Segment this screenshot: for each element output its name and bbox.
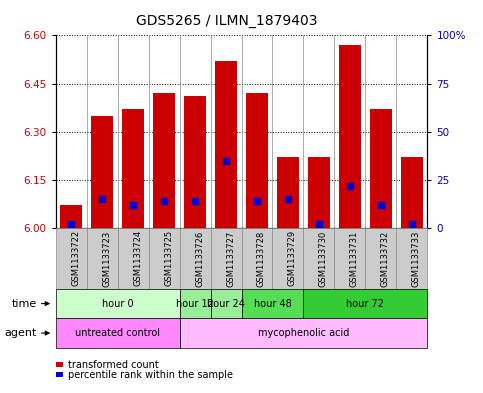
Bar xyxy=(153,93,175,228)
Text: GSM1133730: GSM1133730 xyxy=(319,230,328,286)
Text: untreated control: untreated control xyxy=(75,328,160,338)
Text: GSM1133727: GSM1133727 xyxy=(226,230,235,286)
Bar xyxy=(60,206,82,228)
Text: GSM1133724: GSM1133724 xyxy=(133,230,142,286)
Text: hour 24: hour 24 xyxy=(207,299,245,309)
Point xyxy=(98,196,106,202)
Bar xyxy=(246,93,268,228)
Point xyxy=(315,221,323,227)
Point xyxy=(129,202,137,208)
Text: GSM1133728: GSM1133728 xyxy=(257,230,266,286)
Text: GSM1133722: GSM1133722 xyxy=(71,230,80,286)
Point xyxy=(253,198,261,204)
Text: hour 0: hour 0 xyxy=(102,299,133,309)
Point xyxy=(160,198,168,204)
Text: GSM1133723: GSM1133723 xyxy=(102,230,111,286)
Text: GSM1133726: GSM1133726 xyxy=(195,230,204,286)
Bar xyxy=(215,61,237,228)
Bar xyxy=(122,109,144,228)
Point xyxy=(222,157,230,163)
Point xyxy=(191,198,199,204)
Text: GSM1133725: GSM1133725 xyxy=(164,230,173,286)
Text: time: time xyxy=(12,299,37,309)
Text: hour 72: hour 72 xyxy=(346,299,384,309)
Bar xyxy=(339,45,361,228)
Text: agent: agent xyxy=(5,328,37,338)
Text: GDS5265 / ILMN_1879403: GDS5265 / ILMN_1879403 xyxy=(136,14,318,28)
Point xyxy=(377,202,385,208)
Text: GSM1133733: GSM1133733 xyxy=(412,230,421,286)
Text: mycophenolic acid: mycophenolic acid xyxy=(258,328,349,338)
Point xyxy=(284,196,292,202)
Bar xyxy=(184,96,206,228)
Bar xyxy=(370,109,392,228)
Text: percentile rank within the sample: percentile rank within the sample xyxy=(68,370,233,380)
Bar xyxy=(91,116,113,228)
Point xyxy=(67,221,75,227)
Bar xyxy=(401,157,423,228)
Text: hour 48: hour 48 xyxy=(254,299,291,309)
Point xyxy=(346,182,354,189)
Text: GSM1133729: GSM1133729 xyxy=(288,230,297,286)
Text: hour 12: hour 12 xyxy=(176,299,214,309)
Bar xyxy=(308,157,330,228)
Text: transformed count: transformed count xyxy=(68,360,159,370)
Point xyxy=(408,221,416,227)
Bar xyxy=(277,157,299,228)
Text: GSM1133731: GSM1133731 xyxy=(350,230,359,286)
Text: GSM1133732: GSM1133732 xyxy=(381,230,390,286)
